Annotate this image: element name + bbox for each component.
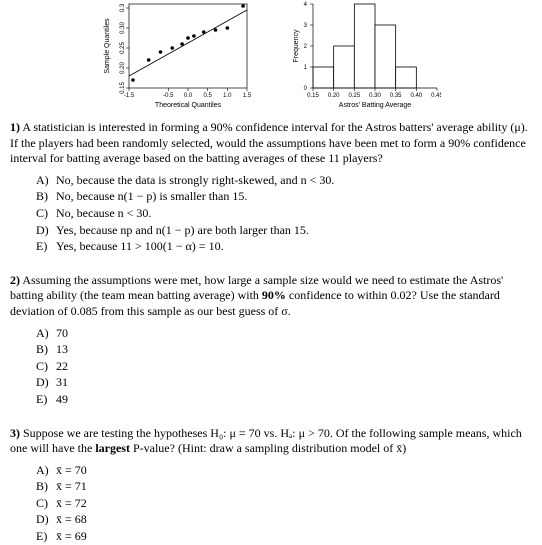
q2-text: 2) Assuming the assumptions were met, ho… — [10, 273, 532, 320]
svg-text:0.0: 0.0 — [184, 93, 193, 99]
q2-number: 2) — [10, 273, 20, 287]
svg-text:0.20: 0.20 — [328, 93, 340, 99]
q1-opt-a: A)No, because the data is strongly right… — [36, 173, 532, 189]
q3-text: 3) Suppose we are testing the hypotheses… — [10, 426, 532, 457]
svg-text:0.15: 0.15 — [307, 93, 319, 99]
svg-text:0.5: 0.5 — [203, 93, 212, 99]
q1-opt-d: D)Yes, because np and n(1 − p) are both … — [36, 223, 532, 239]
q2-opt-a: A)70 — [36, 326, 532, 342]
svg-text:0.20: 0.20 — [120, 62, 126, 74]
svg-text:0: 0 — [304, 86, 308, 92]
q1-opt-c: C)No, because n < 30. — [36, 206, 532, 222]
svg-text:1.5: 1.5 — [243, 93, 251, 99]
histogram: 0.15 0.20 0.25 0.30 0.35 0.40 0.45 0 1 2 3 4 Astros'… — [291, 0, 441, 110]
svg-text:0.40: 0.40 — [410, 93, 422, 99]
q2-opt-d: D)31 — [36, 375, 532, 391]
qq-plot: -1.5-0.50.00.51.01.50.150.200.250.300.3T… — [101, 0, 251, 110]
q1-text: 1) A statistician is interested in formi… — [10, 120, 532, 167]
svg-text:4: 4 — [304, 2, 308, 8]
q3-opt-a: A)x̄ = 70 — [36, 463, 532, 479]
q3-opt-c: C)x̄ = 72 — [36, 496, 532, 512]
svg-text:1: 1 — [304, 65, 308, 71]
q3-opt-e: E)x̄ = 69 — [36, 529, 532, 545]
svg-text:Theoretical Quantiles: Theoretical Quantiles — [155, 102, 222, 109]
svg-text:-0.5: -0.5 — [163, 93, 174, 99]
q3-number: 3) — [10, 426, 20, 440]
svg-text:Frequency: Frequency — [293, 29, 300, 63]
svg-text:0.25: 0.25 — [348, 93, 360, 99]
svg-text:Sample Quantiles: Sample Quantiles — [104, 18, 111, 74]
svg-text:0.30: 0.30 — [120, 22, 126, 34]
q1-opt-e: E)Yes, because 11 > 100(1 − α) = 10. — [36, 239, 532, 255]
q2-options: A)70 B)13 C)22 D)31 E)49 — [36, 326, 532, 408]
svg-text:2: 2 — [304, 44, 308, 50]
svg-text:3: 3 — [304, 23, 308, 29]
svg-text:1.0: 1.0 — [223, 93, 232, 99]
q2-opt-b: B)13 — [36, 342, 532, 358]
svg-text:0.3: 0.3 — [120, 3, 126, 12]
svg-text:0.45: 0.45 — [431, 93, 441, 99]
svg-text:Astros' Batting Average: Astros' Batting Average — [339, 102, 412, 109]
q3-options: A)x̄ = 70 B)x̄ = 71 C)x̄ = 72 D)x̄ = 68 … — [36, 463, 532, 545]
svg-text:0.35: 0.35 — [390, 93, 402, 99]
q2-opt-c: C)22 — [36, 359, 532, 375]
svg-text:0.25: 0.25 — [120, 42, 126, 54]
q3-opt-d: D)x̄ = 68 — [36, 512, 532, 528]
q3-opt-b: B)x̄ = 71 — [36, 479, 532, 495]
q1-options: A)No, because the data is strongly right… — [36, 173, 532, 255]
q1-body: A statistician is interested in forming … — [10, 120, 528, 165]
q1-number: 1) — [10, 120, 20, 134]
q2-opt-e: E)49 — [36, 392, 532, 408]
svg-text:0.30: 0.30 — [369, 93, 381, 99]
svg-text:0.15: 0.15 — [120, 82, 126, 94]
charts-row: -1.5-0.50.00.51.01.50.150.200.250.300.3T… — [10, 0, 532, 110]
q1-opt-b: B)No, because n(1 − p) is smaller than 1… — [36, 189, 532, 205]
